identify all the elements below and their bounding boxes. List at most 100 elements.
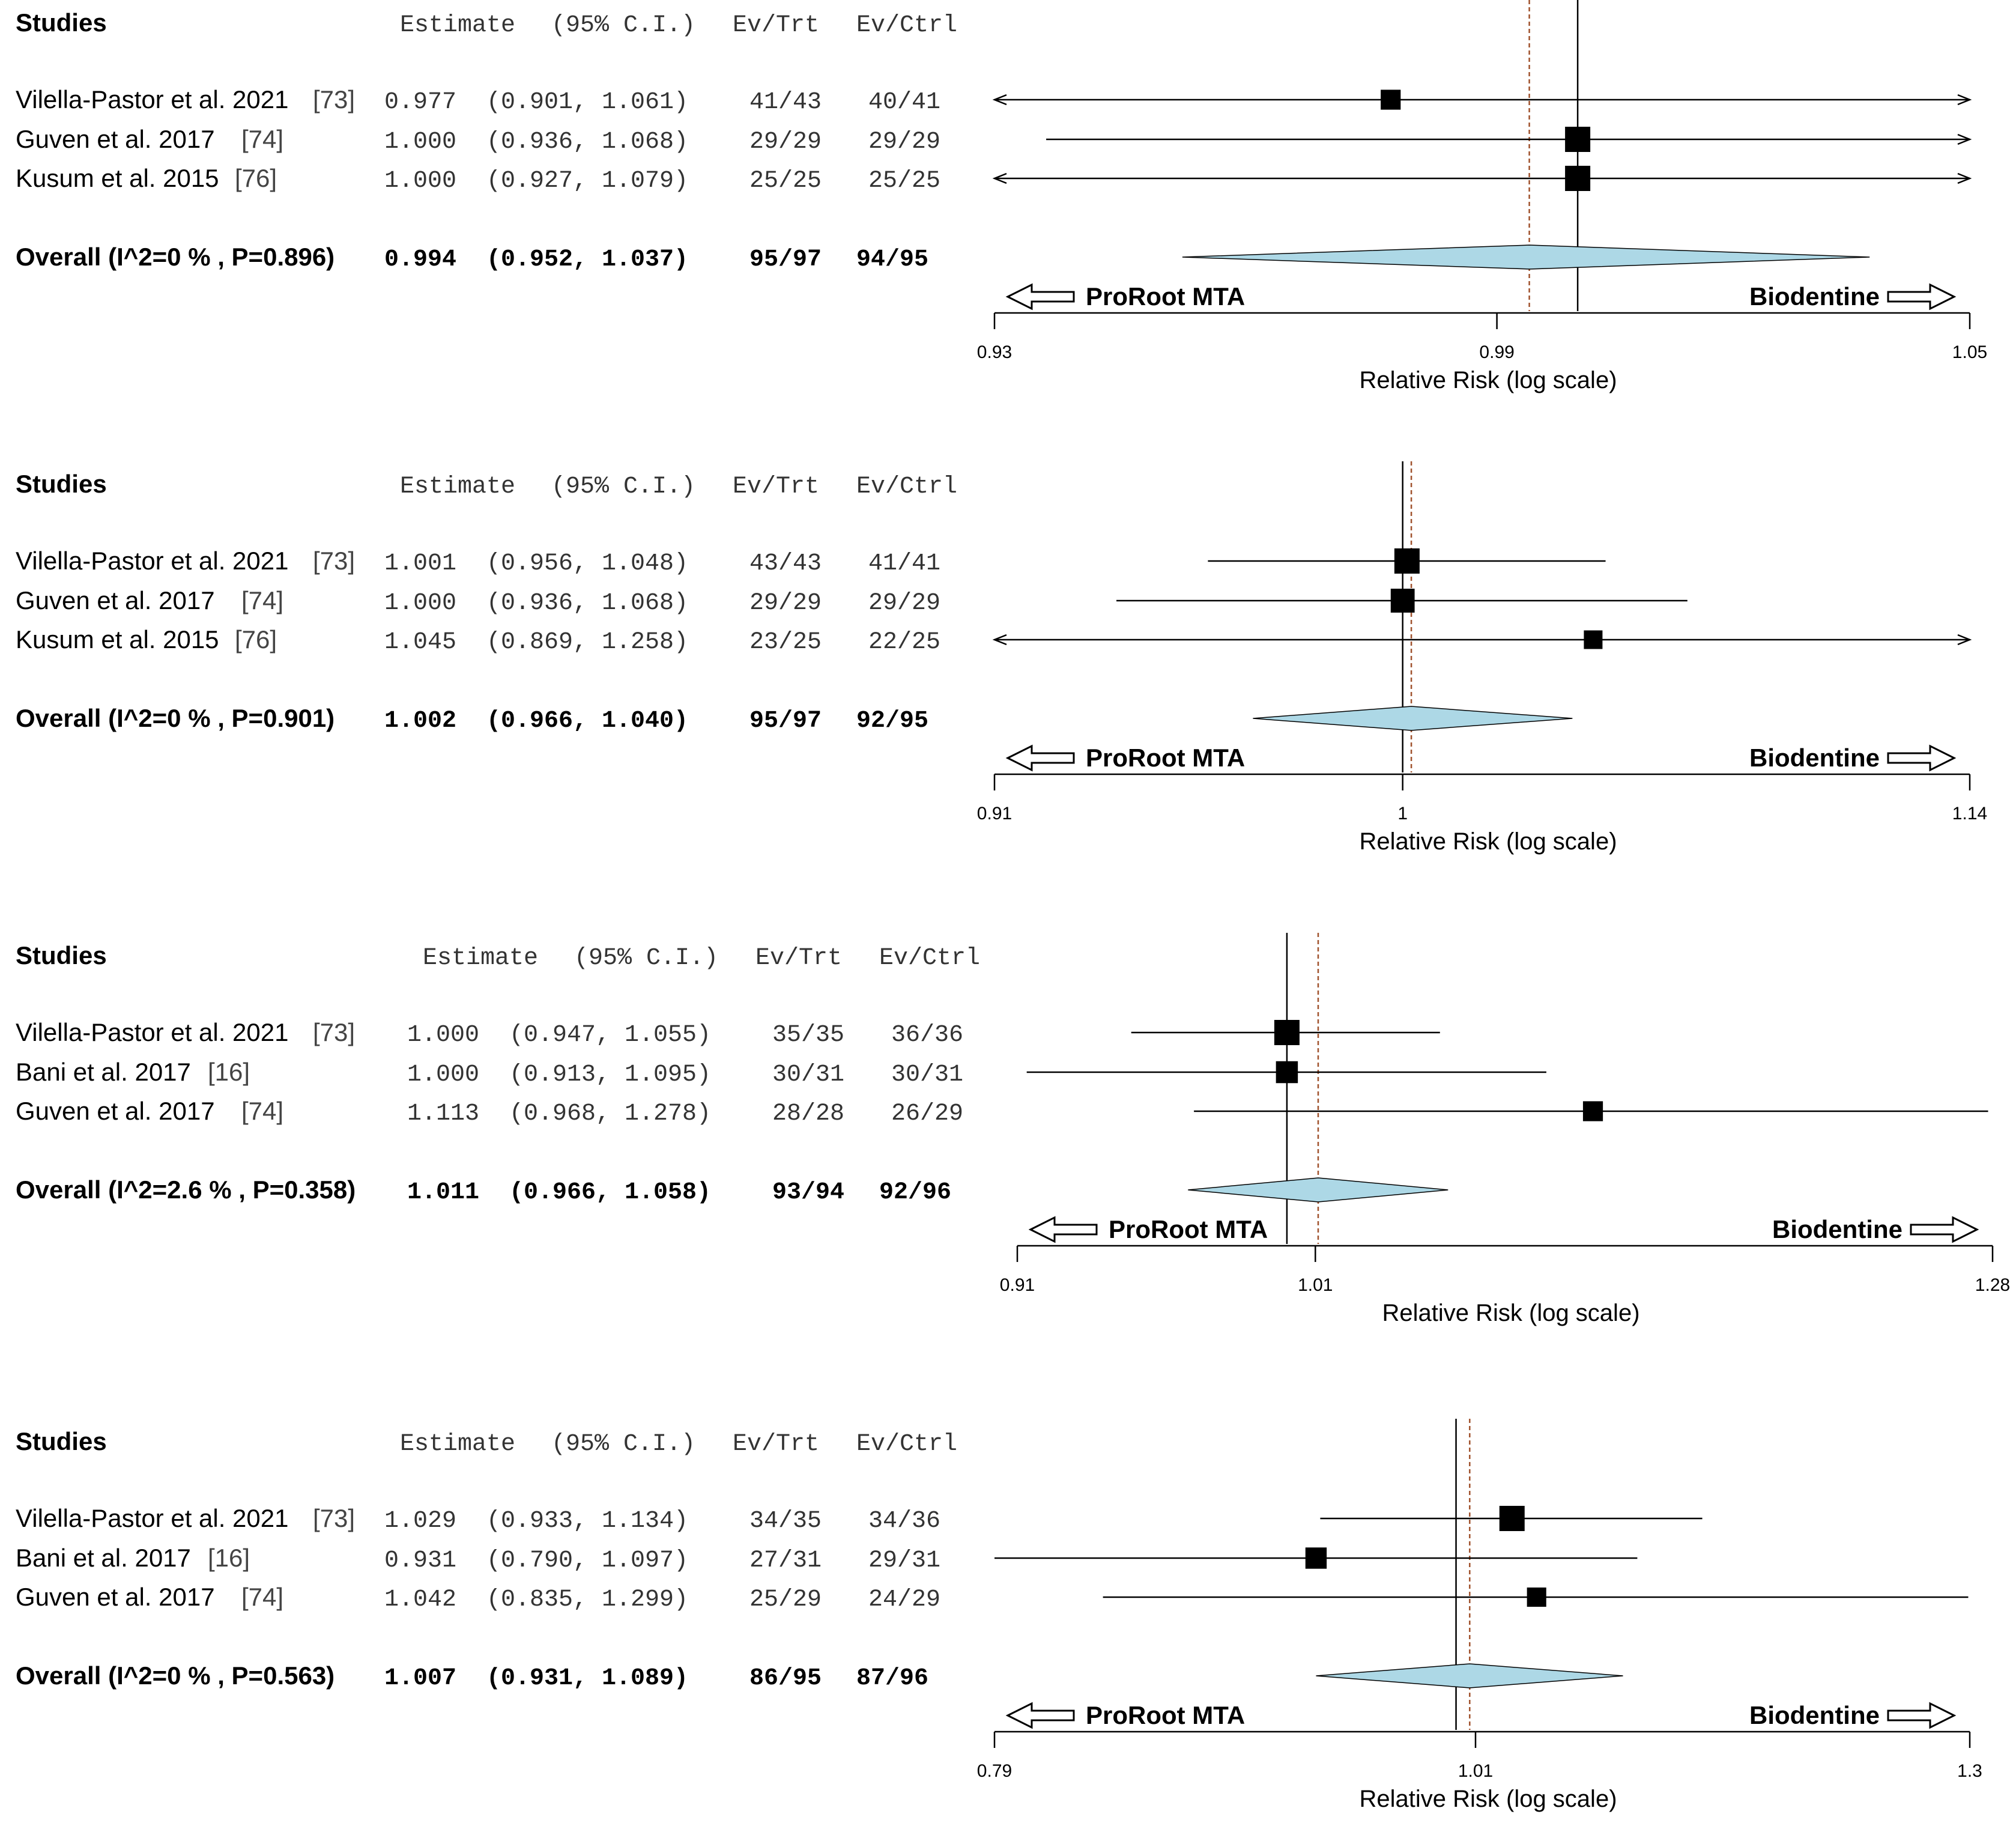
overall-label: Overall (I^2=0 % , P=0.563) (16, 1661, 334, 1690)
left-favors-label: ProRoot MTA (1086, 1701, 1245, 1729)
overall-estimate: 1.002 (384, 708, 456, 735)
header-ci: (95% C.I.) (574, 945, 718, 972)
study-ev-ctrl: 22/25 (868, 629, 940, 656)
study-ev-trt: 25/29 (749, 1586, 822, 1613)
study-ev-ctrl: 41/41 (868, 550, 940, 577)
ci-right-arrowhead (1957, 133, 1972, 145)
forest-panel-1: Studies Estimate (95% C.I.) Ev/Trt Ev/Ctrl Vi… (16, 0, 1987, 393)
study-point-marker (1582, 1101, 1603, 1121)
study-point-marker (1565, 166, 1591, 191)
ci-left-arrowhead (992, 634, 1007, 646)
study-estimate: 1.029 (384, 1508, 456, 1535)
ci-left-arrowhead (992, 94, 1007, 106)
overall-label: Overall (I^2=0 % , P=0.896) (16, 243, 334, 271)
study-ci: (0.956, 1.048) (486, 550, 688, 577)
left-arrow-icon (1005, 1702, 1075, 1729)
right-favors-label: Biodentine (1772, 1215, 1902, 1243)
study-ev-trt: 29/29 (749, 590, 822, 617)
study-point-marker (1527, 1587, 1546, 1607)
study-label: Kusum et al. 2015 (16, 164, 219, 192)
study-estimate: 0.977 (384, 89, 456, 116)
left-favors-label: ProRoot MTA (1086, 282, 1245, 311)
study-point-marker (1584, 630, 1603, 649)
x-axis-title: Relative Risk (log scale) (1359, 367, 1617, 393)
study-label: Vilella-Pastor et al. 2021 (16, 1018, 289, 1046)
x-axis-tick-label: 1.05 (1952, 342, 1987, 362)
study-ev-ctrl: 29/29 (868, 590, 940, 617)
study-row: Kusum et al. 2015 [76] 1.000 (0.927, 1.079)… (16, 164, 1972, 195)
study-ev-trt: 41/43 (749, 89, 822, 116)
study-ci: (0.901, 1.061) (486, 89, 688, 116)
study-ci: (0.790, 1.097) (486, 1547, 688, 1574)
ci-right-arrowhead (1957, 94, 1972, 106)
overall-ev-ctrl: 87/96 (856, 1665, 928, 1692)
header-estimate: Estimate (400, 473, 515, 500)
study-ci: (0.936, 1.068) (486, 590, 688, 617)
study-ev-trt: 28/28 (772, 1100, 844, 1127)
study-ci: (0.927, 1.079) (486, 168, 688, 195)
x-axis-tick-label: 1.01 (1298, 1275, 1333, 1295)
forest-panel-4: Studies Estimate (95% C.I.) Ev/Trt Ev/Ctrl Vi… (16, 1419, 1982, 1812)
x-axis-tick-label: 1.01 (1458, 1761, 1493, 1781)
ci-right-arrowhead (1957, 172, 1972, 184)
header-ev-ctrl: Ev/Ctrl (856, 473, 957, 500)
study-label: Vilella-Pastor et al. 2021 (16, 547, 289, 575)
study-ci: (0.936, 1.068) (486, 129, 688, 156)
study-row: Vilella-Pastor et al. 2021 [73] 0.977 (0.90… (16, 85, 1972, 116)
study-ref: [16] (208, 1058, 250, 1086)
study-ev-trt: 25/25 (749, 168, 822, 195)
overall-estimate: 0.994 (384, 246, 456, 273)
study-ref: [74] (241, 586, 283, 614)
study-label: Kusum et al. 2015 (16, 625, 219, 654)
study-ev-trt: 34/35 (749, 1508, 822, 1535)
study-estimate: 1.045 (384, 629, 456, 656)
overall-estimate: 1.007 (384, 1665, 456, 1692)
study-point-marker (1390, 589, 1415, 613)
study-ref: [73] (313, 85, 355, 114)
overall-row: Overall (I^2=0 % , P=0.901) 1.002 (0.966, … (16, 704, 1573, 735)
overall-row: Overall (I^2=0 % , P=0.563) 1.007 (0.931, … (16, 1661, 1623, 1692)
header-ci: (95% C.I.) (551, 1431, 695, 1458)
study-ci: (0.835, 1.299) (486, 1586, 688, 1613)
overall-ci: (0.952, 1.037) (486, 246, 688, 273)
study-point-marker (1276, 1061, 1298, 1084)
overall-label: Overall (I^2=0 % , P=0.901) (16, 704, 334, 732)
overall-ci: (0.931, 1.089) (486, 1665, 688, 1692)
header-ev-trt: Ev/Trt (733, 1431, 819, 1458)
study-point-marker (1305, 1547, 1327, 1569)
ci-left-arrowhead (992, 172, 1007, 184)
study-estimate: 1.113 (407, 1100, 479, 1127)
left-favors-label: ProRoot MTA (1109, 1215, 1268, 1243)
study-ev-trt: 27/31 (749, 1547, 822, 1574)
study-ev-ctrl: 29/31 (868, 1547, 940, 1574)
study-row: Guven et al. 2017 [74] 1.042 (0.835, 1.299)… (16, 1583, 1969, 1613)
x-axis-title: Relative Risk (log scale) (1382, 1300, 1639, 1326)
study-estimate: 1.000 (384, 129, 456, 156)
overall-estimate: 1.011 (407, 1179, 479, 1206)
study-label: Guven et al. 2017 (16, 125, 215, 153)
overall-diamond (1316, 1663, 1623, 1688)
study-estimate: 1.000 (407, 1022, 479, 1049)
study-ref: [73] (313, 547, 355, 575)
study-ev-ctrl: 30/31 (891, 1061, 963, 1088)
right-arrow-icon (1887, 1702, 1957, 1729)
study-point-marker (1394, 548, 1420, 574)
overall-ev-trt: 86/95 (749, 1665, 822, 1692)
header-studies: Studies (16, 1427, 107, 1455)
overall-label: Overall (I^2=2.6 % , P=0.358) (16, 1175, 356, 1204)
study-estimate: 1.042 (384, 1586, 456, 1613)
overall-ci: (0.966, 1.040) (486, 708, 688, 735)
study-row: Guven et al. 2017 [74] 1.000 (0.936, 1.068)… (16, 586, 1688, 617)
x-axis-title: Relative Risk (log scale) (1359, 828, 1617, 855)
header-ev-ctrl: Ev/Ctrl (879, 945, 980, 972)
study-ci: (0.933, 1.134) (486, 1508, 688, 1535)
study-ev-trt: 35/35 (772, 1022, 844, 1049)
header-ev-ctrl: Ev/Ctrl (856, 1431, 957, 1458)
study-ref: [76] (235, 164, 277, 192)
study-ev-trt: 29/29 (749, 129, 822, 156)
x-axis-tick-label: 0.91 (977, 804, 1012, 824)
overall-ev-ctrl: 92/96 (879, 1179, 951, 1206)
header-estimate: Estimate (423, 945, 538, 972)
study-point-marker (1499, 1506, 1525, 1531)
